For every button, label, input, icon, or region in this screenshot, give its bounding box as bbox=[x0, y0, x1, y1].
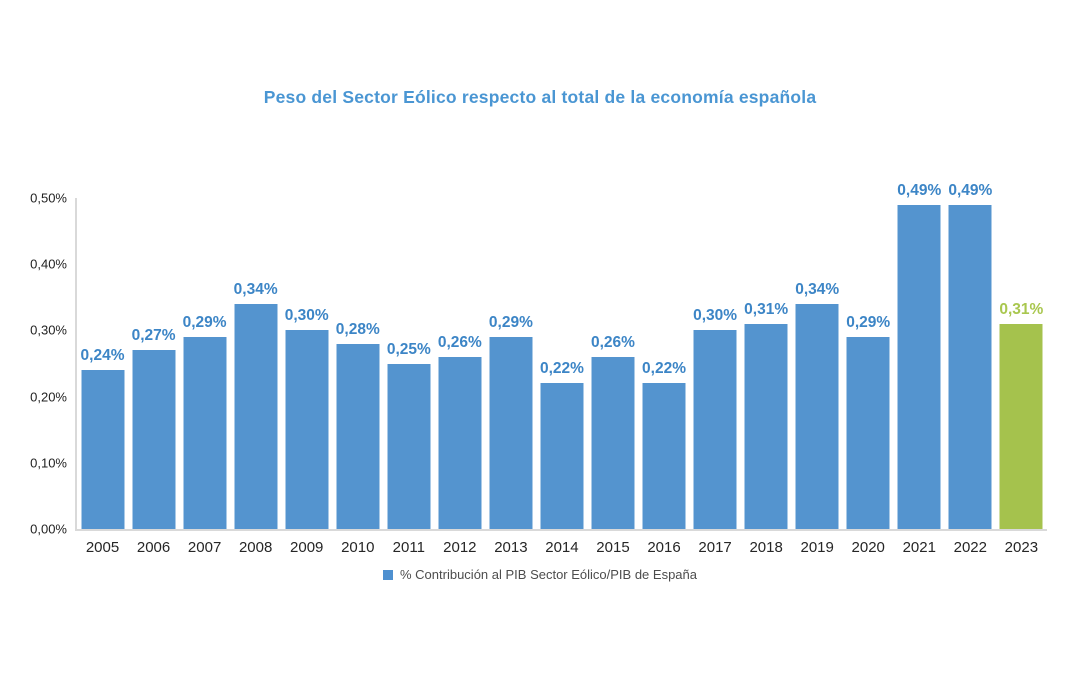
x-axis-tick-label: 2016 bbox=[647, 539, 681, 556]
bar-value-label: 0,28% bbox=[335, 320, 380, 338]
bar-2013 bbox=[489, 337, 533, 529]
x-axis-tick-label: 2021 bbox=[902, 539, 936, 556]
x-axis-tick-label: 2012 bbox=[443, 539, 477, 556]
y-axis-tick-labels: 0,00% 0,10% 0,20% 0,30% 0,40% 0,50% bbox=[0, 191, 67, 537]
x-axis-tick-label: 2014 bbox=[545, 539, 579, 556]
bar-value-label: 0,29% bbox=[182, 314, 227, 332]
bar-value-label: 0,22% bbox=[642, 360, 687, 378]
bar-2022 bbox=[948, 204, 992, 529]
x-axis-tick-label: 2013 bbox=[494, 539, 528, 556]
legend-label: % Contribución al PIB Sector Eólico/PIB … bbox=[400, 567, 697, 582]
bar-2015 bbox=[591, 356, 635, 529]
x-axis-tick-label: 2007 bbox=[187, 539, 222, 556]
bar-slot: 0,29% 2013 bbox=[485, 198, 536, 556]
x-axis-tick-label: 2020 bbox=[851, 539, 885, 556]
bar-slot: 0,30% 2009 bbox=[281, 198, 332, 556]
y-axis-tick-label: 0,10% bbox=[30, 455, 67, 471]
bar-2011 bbox=[387, 363, 431, 529]
bar-2020 bbox=[846, 337, 890, 529]
bar-slot: 0,34% 2008 bbox=[230, 198, 281, 556]
bar-slot: 0,49% 2022 bbox=[945, 182, 996, 556]
bar-value-label: 0,22% bbox=[539, 360, 584, 378]
bar-2010 bbox=[336, 343, 380, 529]
x-axis-tick-label: 2009 bbox=[290, 539, 324, 556]
x-axis-tick-label: 2010 bbox=[341, 539, 375, 556]
bar-2009 bbox=[285, 330, 329, 529]
plot-area: 0,24% 2005 0,27% 2006 0,29% 2007 0,34% 2008 0,30… bbox=[75, 182, 1047, 557]
bar-2018 bbox=[744, 323, 788, 529]
chart-title: Peso del Sector Eólico respecto al total… bbox=[263, 87, 817, 107]
bar-value-label: 0,26% bbox=[437, 333, 482, 351]
bar-slot: 0,28% 2010 bbox=[332, 198, 383, 556]
bar-2017 bbox=[693, 330, 737, 529]
legend: % Contribución al PIB Sector Eólico/PIB … bbox=[0, 567, 1080, 582]
bar-2019 bbox=[795, 303, 839, 529]
x-axis-tick-label: 2011 bbox=[392, 539, 425, 556]
bar-slot: 0,25% 2011 bbox=[383, 198, 434, 557]
bar-2005 bbox=[81, 370, 125, 529]
x-axis-tick-label: 2006 bbox=[136, 539, 171, 556]
y-axis-tick-label: 0,30% bbox=[30, 322, 67, 338]
bar-2006 bbox=[132, 350, 176, 529]
x-axis-tick-label: 2005 bbox=[85, 539, 120, 556]
bar-value-label: 0,30% bbox=[693, 307, 738, 325]
bar-slot: 0,29% 2007 bbox=[179, 198, 230, 556]
bar-2023 bbox=[999, 323, 1043, 529]
bar-slot: 0,49% 2021 bbox=[894, 182, 945, 556]
bar-2008 bbox=[234, 303, 278, 529]
bar-slot: 0,31% 2018 bbox=[741, 198, 792, 556]
y-axis-tick-label: 0,20% bbox=[30, 389, 67, 405]
x-axis-tick-label: 2018 bbox=[749, 539, 783, 556]
x-axis-tick-label: 2015 bbox=[596, 539, 630, 556]
bar-value-label: 0,49% bbox=[948, 181, 993, 199]
bar-slot: 0,22% 2016 bbox=[639, 198, 690, 556]
bar-value-label: 0,26% bbox=[591, 333, 635, 351]
bar-value-label: 0,49% bbox=[897, 181, 942, 199]
bar-slot: 0,30% 2017 bbox=[690, 198, 741, 556]
bar-2012 bbox=[438, 356, 482, 529]
bar-slot: 0,22% 2014 bbox=[536, 198, 587, 556]
y-axis-tick-label: 0,40% bbox=[30, 256, 67, 272]
bar-value-label: 0,34% bbox=[233, 280, 278, 298]
bar-2016 bbox=[642, 383, 686, 529]
x-axis-tick-label: 2022 bbox=[953, 539, 987, 556]
x-axis-tick-label: 2023 bbox=[1004, 539, 1039, 556]
bar-slot: 0,26% 2015 bbox=[587, 198, 638, 556]
bar-value-label: 0,31% bbox=[999, 300, 1044, 318]
x-axis-tick-label: 2019 bbox=[800, 539, 834, 556]
bar-2014 bbox=[540, 383, 584, 529]
bar-2007 bbox=[183, 337, 227, 529]
bar-value-label: 0,24% bbox=[80, 347, 125, 365]
bar-2021 bbox=[897, 204, 941, 529]
bar-value-label: 0,30% bbox=[284, 307, 329, 325]
bar-value-label: 0,29% bbox=[488, 314, 533, 332]
x-axis-tick-label: 2008 bbox=[238, 539, 273, 556]
bar-value-label: 0,34% bbox=[795, 280, 840, 298]
bar-slot: 0,29% 2020 bbox=[843, 198, 894, 556]
bar-value-label: 0,27% bbox=[131, 327, 176, 345]
bar-slot: 0,24% 2005 bbox=[77, 198, 128, 556]
bar-slot: 0,34% 2019 bbox=[792, 198, 843, 556]
bar-slot: 0,27% 2006 bbox=[128, 198, 179, 556]
bar-slot: 0,31% 2023 bbox=[996, 198, 1047, 556]
x-axis-tick-label: 2017 bbox=[698, 539, 732, 556]
legend-square-marker bbox=[383, 569, 393, 580]
bar-slot: 0,26% 2012 bbox=[434, 198, 485, 556]
bar-value-label: 0,31% bbox=[744, 300, 789, 318]
y-axis-tick-label: 0,50% bbox=[30, 190, 67, 206]
y-axis-tick-label: 0,00% bbox=[30, 521, 67, 537]
bar-value-label: 0,29% bbox=[846, 314, 891, 332]
bar-value-label: 0,25% bbox=[386, 340, 431, 358]
